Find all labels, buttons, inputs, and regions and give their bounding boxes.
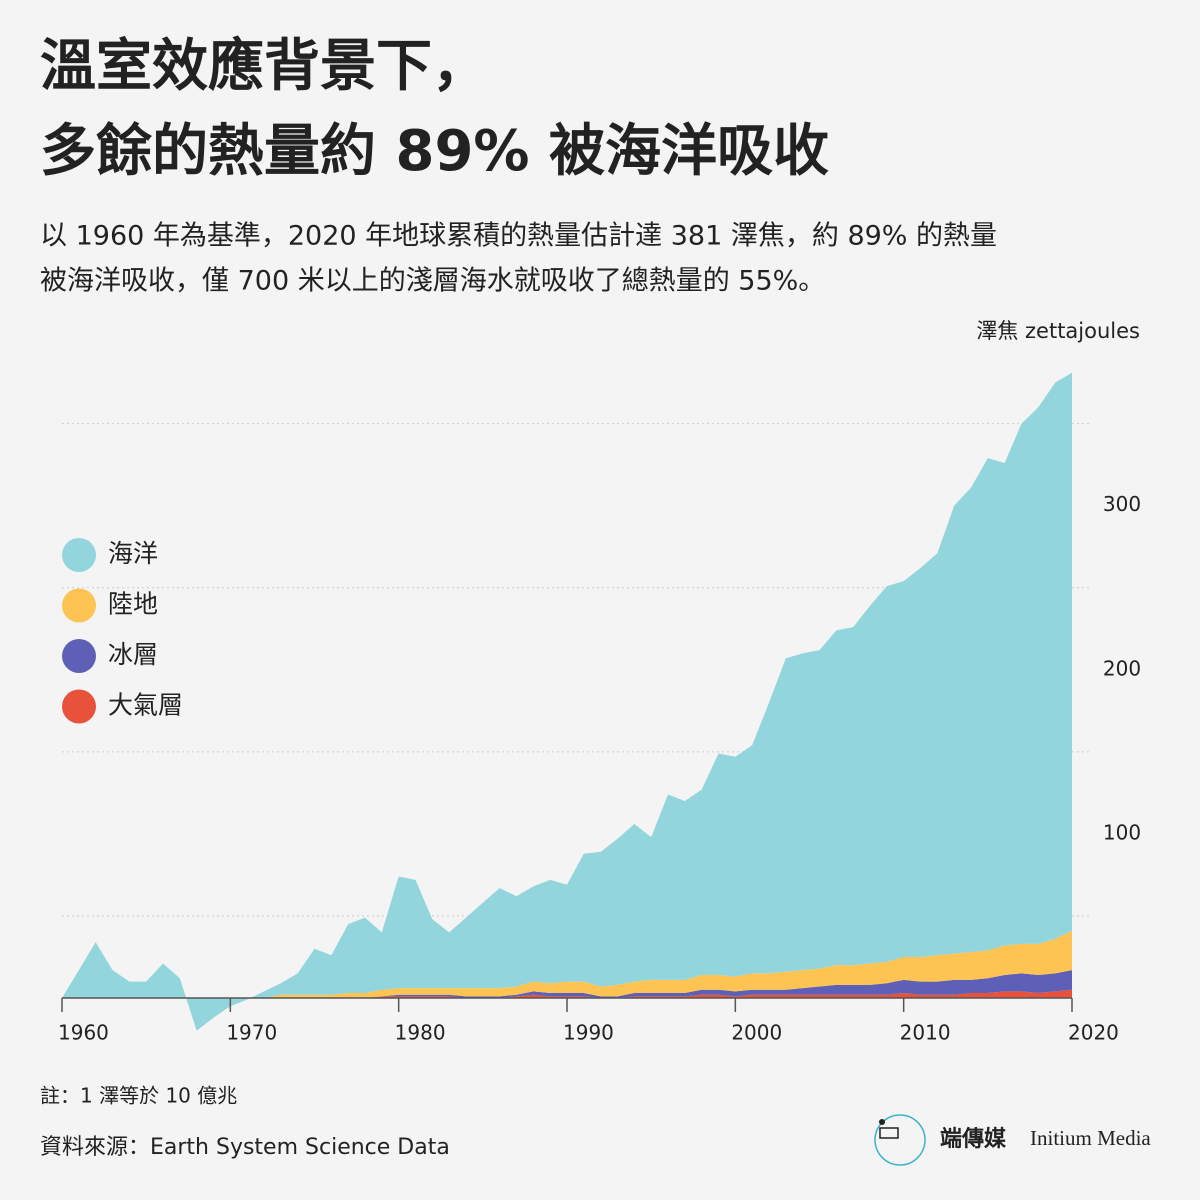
- logo-dot: [879, 1119, 885, 1125]
- x-tick-label: 1990: [563, 1021, 614, 1045]
- legend-label: 海洋: [108, 539, 158, 568]
- legend-swatch: [62, 639, 96, 673]
- title-line: 溫室效應背景下，: [40, 34, 488, 99]
- legend-label: 陸地: [108, 590, 158, 619]
- y-tick-label: 300: [1103, 492, 1141, 516]
- y-unit-label: 澤焦 zettajoules: [976, 319, 1140, 343]
- x-tick-label: 2020: [1068, 1021, 1119, 1045]
- legend-label: 大氣層: [108, 691, 183, 720]
- x-tick-label: 2000: [731, 1021, 782, 1045]
- logo-ring: [874, 1114, 926, 1166]
- logo-glyph: [879, 1127, 899, 1139]
- subtitle-line: 被海洋吸收，僅 700 米以上的淺層海水就吸收了總熱量的 55%。: [40, 266, 825, 297]
- y-tick-label: 100: [1103, 820, 1141, 844]
- brand-en: Initium Media: [1030, 1126, 1151, 1150]
- subtitle-line: 以 1960 年為基準，2020 年地球累積的熱量估計達 381 澤焦，約 89…: [40, 221, 997, 252]
- brand-zh: 端傳媒: [940, 1126, 1007, 1152]
- area: [62, 372, 1072, 1031]
- legend-swatch: [62, 689, 96, 724]
- x-tick-label: 2010: [900, 1021, 951, 1045]
- legend-swatch: [62, 588, 96, 623]
- x-tick-label: 1980: [395, 1021, 446, 1045]
- x-tick-label: 1970: [226, 1021, 277, 1045]
- x-tick-label: 1960: [58, 1021, 109, 1045]
- area: [62, 930, 1072, 998]
- legend-label: 冰層: [108, 640, 158, 669]
- legend-swatch: [62, 538, 96, 572]
- area: [62, 970, 1072, 998]
- source: 資料來源：Earth System Science Data: [40, 1135, 450, 1160]
- title-line: 多餘的熱量約 89% 被海洋吸收: [40, 119, 829, 184]
- area: [62, 989, 1072, 998]
- note: 註：1 澤等於 10 億兆: [40, 1084, 237, 1108]
- logo: [874, 1114, 926, 1166]
- y-tick-label: 200: [1103, 656, 1141, 680]
